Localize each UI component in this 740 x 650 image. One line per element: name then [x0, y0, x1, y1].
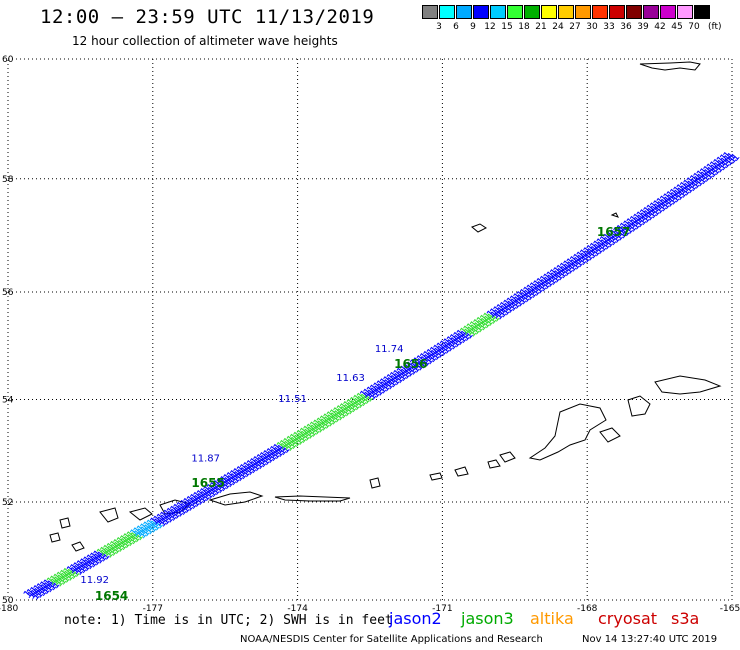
- legend-swatch: [558, 5, 574, 19]
- lon-tick-label: -171: [432, 604, 452, 614]
- legend-label: 45: [671, 22, 683, 32]
- page-subtitle: 12 hour collection of altimeter wave hei…: [72, 34, 338, 48]
- lon-tick-label: -177: [143, 604, 163, 614]
- legend-swatch: [643, 5, 659, 19]
- coastline-segment: [99, 507, 119, 523]
- legend-label: 9: [470, 22, 476, 32]
- lat-tick-label: 52: [2, 498, 13, 508]
- coastline-segment: [274, 495, 351, 502]
- legend-swatch: [575, 5, 591, 19]
- coastline-segment: [639, 61, 701, 71]
- note-text: note: 1) Time is in UTC; 2) SWH is in fe…: [64, 613, 393, 628]
- legend-label: 39: [637, 22, 649, 32]
- coastline-segment: [429, 472, 443, 481]
- coastline-segment: [654, 375, 722, 395]
- legend-label: 70: [688, 22, 700, 32]
- legend-label: 30: [586, 22, 598, 32]
- satellite-altika: altika: [530, 609, 574, 628]
- satellite-cryosat: cryosat: [598, 609, 658, 628]
- track-mark: 1: [728, 150, 740, 164]
- legend-swatch: [609, 5, 625, 19]
- coastline-segment: [499, 451, 516, 463]
- legend-unit: (ft): [708, 22, 722, 32]
- legend-swatch: [626, 5, 642, 19]
- legend-label: 15: [501, 22, 513, 32]
- satellite-jason2: jason2: [389, 609, 442, 628]
- legend-swatch: [422, 5, 438, 19]
- legend-swatch: [507, 5, 523, 19]
- lon-tick-label: -174: [287, 604, 308, 614]
- track-label: 11.92: [80, 575, 109, 586]
- generated-timestamp: Nov 14 13:27:40 UTC 2019: [582, 634, 718, 645]
- track-label: 11.87: [191, 454, 220, 465]
- coastline-segment: [208, 491, 264, 506]
- lat-tick-label: 50: [2, 596, 14, 606]
- coastline: [49, 61, 722, 552]
- coastline-segment: [49, 532, 61, 543]
- lat-tick-label: 58: [2, 175, 14, 185]
- track-label: 1654: [95, 589, 128, 603]
- footer-credit: NOAA/NESDIS Center for Satellite Applica…: [240, 634, 543, 645]
- legend-label: 6: [453, 22, 459, 32]
- coastline-segment: [471, 223, 487, 233]
- coastline-segment: [627, 395, 651, 417]
- legend-label: 27: [569, 22, 581, 32]
- altimeter-track: 1111111111111111111111111111111111111111…: [21, 149, 740, 603]
- track-label: 11.51: [278, 394, 307, 405]
- lat-tick-label: 56: [2, 288, 14, 298]
- color-legend: [422, 5, 711, 19]
- lon-tick-label: -168: [577, 604, 598, 614]
- legend-swatch: [592, 5, 608, 19]
- satellite-jason3: jason3: [461, 609, 514, 628]
- legend-label: 24: [552, 22, 564, 32]
- lat-tick-label: 54: [2, 396, 14, 406]
- coastline-segment: [599, 427, 621, 443]
- track-label: 1656: [394, 357, 427, 371]
- legend-label: 42: [654, 22, 666, 32]
- legend-swatch: [677, 5, 693, 19]
- lon-tick-label: -165: [720, 604, 740, 614]
- legend-swatch: [456, 5, 472, 19]
- coastline-segment: [128, 507, 153, 521]
- legend-label: 3: [436, 22, 442, 32]
- coastline-segment: [159, 499, 192, 515]
- legend-swatch: [473, 5, 489, 19]
- legend-label: 12: [484, 22, 496, 32]
- page-title: 12:00 – 23:59 UTC 11/13/2019: [40, 6, 375, 28]
- legend-swatch: [660, 5, 676, 19]
- coastline-segment: [528, 403, 607, 461]
- coastline-segment: [369, 477, 381, 489]
- axis-ticks: -180 -177 -174 -171 -168 -165 60 58 56 54 52 50: [0, 55, 740, 614]
- coastline-segment: [71, 541, 85, 552]
- legend-label: 36: [620, 22, 632, 32]
- legend-swatch: [439, 5, 455, 19]
- legend-swatch: [694, 5, 710, 19]
- satellite-s3a: s3a: [671, 609, 700, 628]
- track-labels: 11.92 11.51 11.63 11.74 11.87 1654 1655 1656 165…: [80, 225, 630, 603]
- legend-label: 21: [535, 22, 547, 32]
- track-label: 1655: [191, 476, 224, 490]
- legend-swatch: [524, 5, 540, 19]
- track-label: 11.63: [336, 373, 365, 384]
- lon-tick-label: -180: [0, 604, 18, 614]
- coastline-segment: [59, 517, 71, 529]
- legend-swatch: [541, 5, 557, 19]
- track-label: 1657: [597, 225, 630, 239]
- track-label: 11.74: [375, 344, 404, 355]
- legend-label: 18: [518, 22, 530, 32]
- coastline-segment: [454, 466, 469, 477]
- map-grid: [7, 58, 733, 601]
- lat-tick-label: 60: [2, 55, 14, 65]
- coastline-segment: [610, 212, 619, 218]
- coastline-segment: [487, 459, 501, 469]
- legend-label: 33: [603, 22, 615, 32]
- legend-swatch: [490, 5, 506, 19]
